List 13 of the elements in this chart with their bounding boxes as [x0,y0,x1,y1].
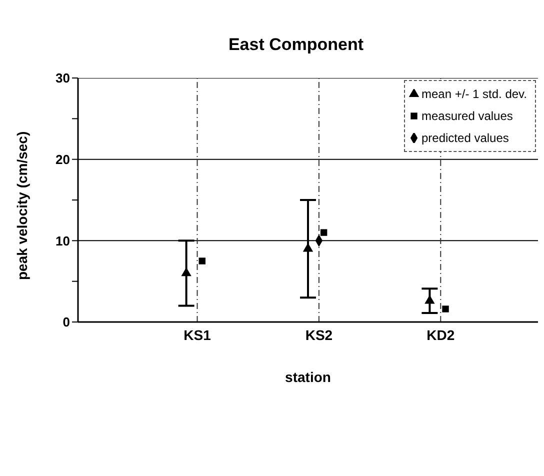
y-axis-title: peak velocity (cm/sec) [14,131,30,280]
y-tick-label: 20 [56,152,70,167]
legend-label: measured values [422,109,513,123]
x-tick-label: KS2 [305,326,333,343]
legend-label: mean +/- 1 std. dev. [422,87,527,101]
x-tick-label: KS1 [184,326,212,343]
y-tick-label: 10 [56,233,70,248]
x-axis-title: station [285,369,331,385]
x-tick-label: KD2 [426,326,455,343]
y-tick-label: 30 [56,70,70,86]
chart-title: East Component [227,34,365,56]
y-tick-label: 0 [62,314,70,330]
legend-label: predicted values [422,131,509,145]
